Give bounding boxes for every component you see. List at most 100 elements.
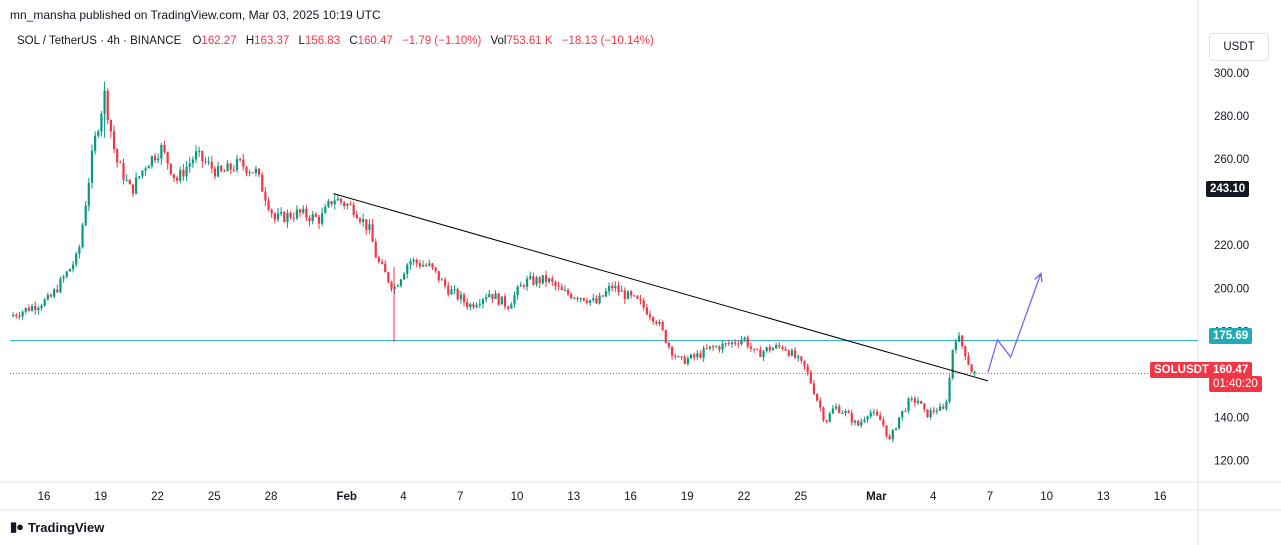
candle-body bbox=[425, 265, 428, 267]
candle-body bbox=[261, 174, 264, 192]
candle-body bbox=[330, 201, 333, 205]
candle-body bbox=[797, 356, 800, 358]
tradingview-logo[interactable]: ▮● TradingView bbox=[10, 519, 104, 535]
x-tick-label: Mar bbox=[866, 491, 887, 503]
candle-body bbox=[75, 253, 78, 265]
candle-body bbox=[305, 208, 308, 218]
candle-body bbox=[898, 417, 901, 429]
candle-body bbox=[349, 204, 352, 206]
candle-body bbox=[131, 184, 135, 194]
candle-body bbox=[204, 161, 207, 163]
open-label: O bbox=[192, 35, 202, 47]
y-tick-label: 260.00 bbox=[1214, 154, 1249, 166]
candle-body bbox=[308, 217, 311, 222]
publisher-line: mn_mansha published on TradingView.com, … bbox=[10, 8, 381, 22]
candle-body bbox=[352, 204, 355, 215]
candle-body bbox=[749, 346, 753, 349]
candle-body bbox=[37, 307, 40, 310]
candle-body bbox=[503, 296, 507, 307]
candle-body bbox=[913, 398, 916, 403]
candle-body bbox=[144, 168, 147, 171]
y-tick-label: 220.00 bbox=[1214, 240, 1249, 252]
candle-body bbox=[128, 179, 131, 185]
candle-body bbox=[626, 291, 630, 300]
candle-body bbox=[116, 149, 119, 163]
countdown-tag: 01:40:20 bbox=[1209, 376, 1262, 392]
y-tick-label: 300.00 bbox=[1214, 68, 1249, 80]
downtrend-line bbox=[333, 193, 989, 382]
candle-body bbox=[475, 305, 478, 308]
candle-body bbox=[450, 289, 453, 295]
candle-body bbox=[157, 158, 160, 161]
candle-body bbox=[327, 201, 330, 207]
currency-button[interactable]: USDT bbox=[1209, 33, 1269, 61]
candle-body bbox=[888, 436, 891, 440]
candle-body bbox=[907, 398, 910, 411]
candle-body bbox=[138, 176, 141, 178]
candle-body bbox=[34, 306, 37, 310]
candle-body bbox=[443, 279, 447, 286]
y-tick-label: 280.00 bbox=[1214, 111, 1249, 123]
candle-body bbox=[469, 304, 472, 308]
candle-body bbox=[866, 416, 869, 420]
candle-body bbox=[945, 401, 948, 409]
low-value: 156.83 bbox=[304, 35, 341, 47]
candle-body bbox=[399, 279, 403, 286]
candle-body bbox=[201, 150, 204, 162]
candle-body bbox=[235, 158, 239, 171]
candle-body bbox=[387, 272, 390, 283]
candle-body bbox=[68, 269, 72, 272]
candle-body bbox=[973, 371, 976, 373]
candle-body bbox=[302, 208, 305, 213]
candle-body bbox=[771, 348, 775, 351]
candle-body bbox=[765, 347, 768, 352]
candle-body bbox=[396, 285, 399, 287]
candle-body bbox=[160, 144, 163, 159]
candle-body bbox=[412, 259, 415, 262]
x-tick-label: 10 bbox=[1040, 491, 1053, 503]
candle-body bbox=[109, 119, 112, 132]
candle-body bbox=[428, 263, 431, 266]
candle-body bbox=[857, 420, 860, 426]
x-tick-label: 7 bbox=[457, 491, 463, 503]
candle-body bbox=[317, 216, 321, 224]
candle-body bbox=[787, 350, 790, 356]
symbol-label[interactable]: SOL / TetherUS · 4h · BINANCE bbox=[17, 35, 182, 47]
tradingview-logo-icon: ▮● bbox=[10, 519, 24, 534]
candle-body bbox=[24, 307, 27, 312]
x-tick-label: 13 bbox=[1097, 491, 1110, 503]
candle-body bbox=[466, 302, 469, 308]
candle-body bbox=[809, 371, 812, 384]
candle-body bbox=[957, 335, 961, 342]
level-price-tag: 175.69 bbox=[1209, 328, 1253, 344]
x-tick-label: 25 bbox=[794, 491, 807, 503]
candle-body bbox=[727, 343, 730, 345]
candle-body bbox=[535, 277, 538, 285]
candle-body bbox=[27, 307, 31, 311]
candle-body bbox=[339, 198, 343, 203]
candle-body bbox=[59, 278, 62, 293]
high-value: 163.37 bbox=[254, 35, 290, 47]
y-tick-label: 200.00 bbox=[1214, 283, 1249, 295]
candle-body bbox=[185, 166, 188, 177]
candle-body bbox=[544, 275, 548, 282]
candle-body bbox=[141, 170, 144, 177]
candle-body bbox=[283, 212, 286, 222]
candle-body bbox=[484, 297, 488, 300]
candle-body bbox=[478, 303, 481, 306]
x-tick-label: 10 bbox=[511, 491, 524, 503]
candle-body bbox=[674, 355, 677, 357]
candle-body bbox=[721, 343, 724, 350]
candle-body bbox=[595, 298, 598, 304]
candle-body bbox=[740, 339, 743, 345]
candle-body bbox=[538, 277, 541, 284]
candle-body bbox=[257, 168, 261, 175]
candle-body bbox=[384, 263, 387, 273]
candle-body bbox=[472, 304, 475, 308]
candle-body bbox=[882, 420, 885, 426]
candle-body bbox=[532, 276, 535, 285]
candle-body bbox=[491, 294, 494, 300]
candle-body bbox=[314, 214, 317, 217]
forecast-arrowhead bbox=[1034, 271, 1043, 283]
